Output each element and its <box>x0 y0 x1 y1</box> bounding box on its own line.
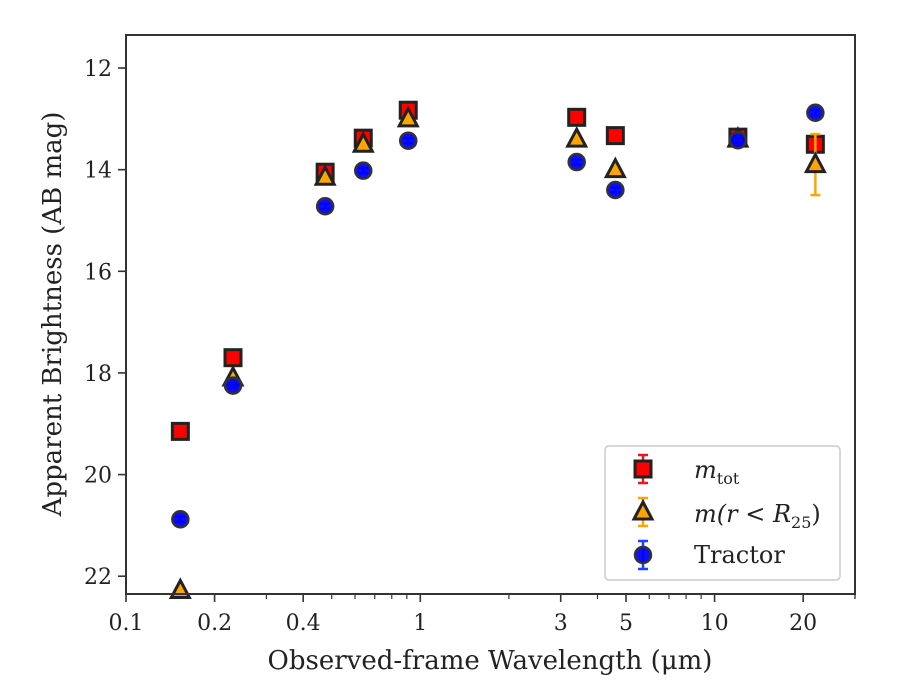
legend-entry-mr25: m(r < R25) <box>694 500 821 532</box>
x-tick-label: 10 <box>701 611 729 636</box>
x-tick-label: 5 <box>619 611 633 636</box>
legend-mr25-main: m(r < R <box>694 500 791 528</box>
point-tractor <box>806 103 825 123</box>
y-tick-label: 20 <box>84 464 112 489</box>
plot-frame <box>125 34 856 595</box>
point-mr25 <box>313 164 337 186</box>
y-tick-label: 18 <box>84 362 112 387</box>
legend-mr25-sub: 25 <box>791 513 811 532</box>
point-mr25 <box>803 151 827 174</box>
x-tick-label: 0.1 <box>109 611 144 636</box>
point-tractor <box>567 152 586 172</box>
point-tractor <box>728 130 748 150</box>
point-mr25 <box>565 125 589 148</box>
legend-box <box>604 445 841 581</box>
y-axis-label: Apparent Brightness (AB mag) <box>38 112 68 518</box>
y-tick-label: 12 <box>84 57 112 82</box>
legend-mtot-main: m <box>694 456 717 484</box>
y-tick-label: 16 <box>84 260 112 285</box>
legend-marker-tractor <box>633 545 653 565</box>
y-tick-label: 14 <box>84 159 112 184</box>
point-tractor <box>606 180 625 200</box>
legend: mtot m(r < R25) Tractor <box>604 445 841 581</box>
point-mr25 <box>351 131 375 153</box>
point-mtot <box>170 421 190 441</box>
legend-entry-mtot: mtot <box>694 456 740 488</box>
y-tick-label: 22 <box>84 565 112 590</box>
point-tractor <box>398 131 418 150</box>
series-tractor <box>171 103 825 529</box>
x-tick-label: 0.4 <box>286 611 321 636</box>
legend-markers <box>631 453 655 571</box>
data-marks <box>168 100 827 599</box>
x-tick-label: 1 <box>413 611 427 636</box>
point-mr25 <box>603 156 627 179</box>
x-tick-label: 0.2 <box>197 611 232 636</box>
x-axis: 0.1 0.2 0.4 1 3 5 10 20 <box>109 594 856 636</box>
y-axis: 12 14 16 18 20 22 <box>84 57 126 590</box>
x-tick-label: 3 <box>554 611 568 636</box>
point-tractor <box>315 197 335 216</box>
legend-entry-tractor: Tractor <box>694 541 785 569</box>
x-axis-label: Observed-frame Wavelength (μm) <box>268 646 713 676</box>
legend-mtot-sub: tot <box>717 469 740 488</box>
x-tick-label: 20 <box>789 611 817 636</box>
point-tractor <box>354 161 373 180</box>
point-tractor <box>223 376 243 395</box>
legend-marker-mtot <box>633 459 653 479</box>
point-mtot <box>605 126 625 146</box>
legend-mr25-tail: ) <box>811 500 820 528</box>
point-mtot <box>567 107 587 127</box>
legend-marker-mr25 <box>631 498 655 521</box>
point-mtot <box>223 348 243 368</box>
point-tractor <box>171 510 190 529</box>
point-mr25 <box>396 105 420 128</box>
